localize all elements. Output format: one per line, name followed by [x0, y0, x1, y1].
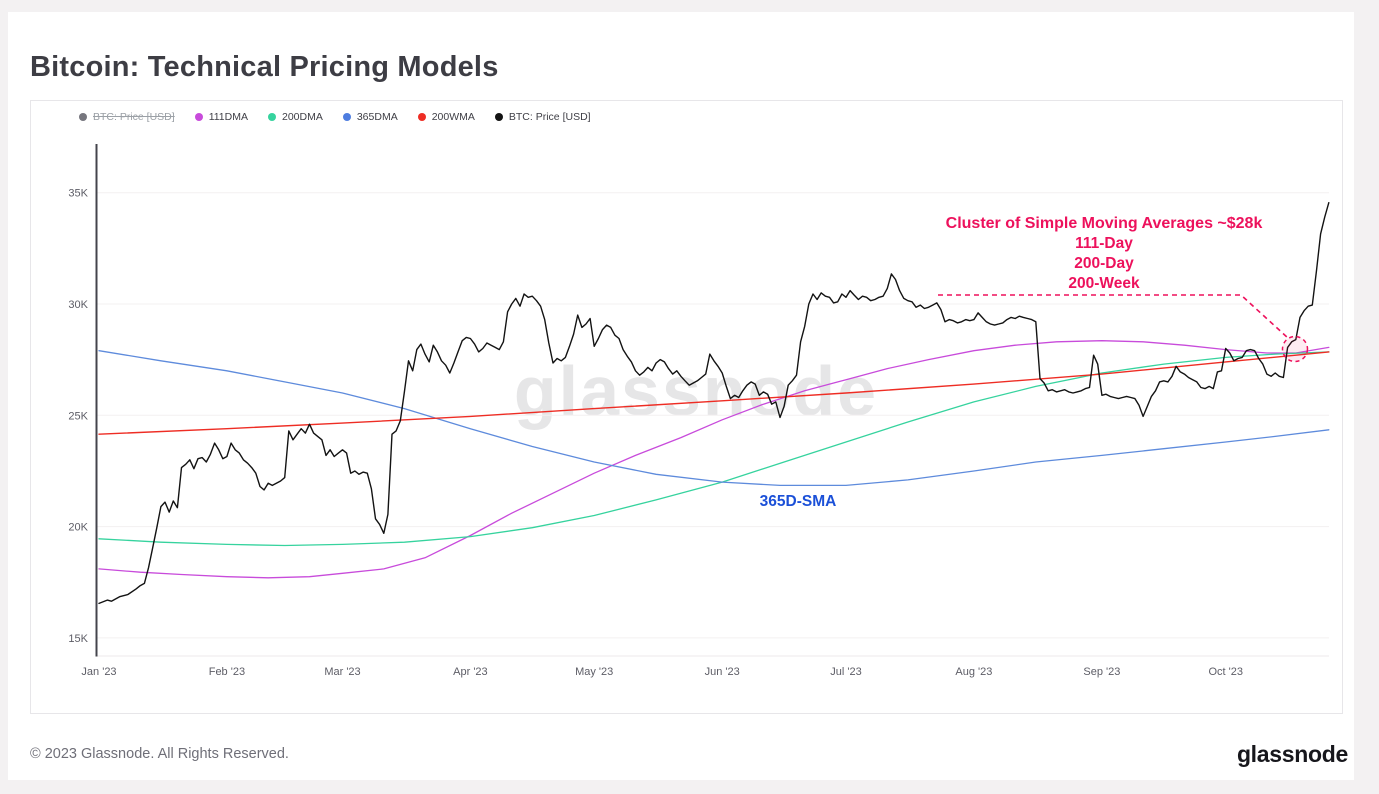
- cluster-highlight-circle: [1281, 335, 1309, 363]
- y-tick-label: 35K: [68, 188, 88, 200]
- legend-label: BTC: Price [USD]: [508, 111, 591, 123]
- legend-dot-icon: [342, 113, 351, 121]
- legend-dot-icon: [267, 113, 276, 121]
- cluster-annotation-title: Cluster of Simple Moving Averages ~$28k: [945, 215, 1263, 232]
- chart-card: BTC: Price [USD] 111DMA 200DMA 365DMA 200WMA…: [30, 100, 1343, 714]
- x-tick-label: May '23: [575, 666, 613, 678]
- legend-item-btc-price-usd-[interactable]: BTC: Price [USD]: [494, 111, 591, 123]
- x-tick-label: Aug '23: [955, 666, 992, 678]
- series-line-111dma: [98, 340, 1330, 579]
- x-tick-label: Feb '23: [209, 666, 245, 678]
- x-tick-label: Jan '23: [81, 666, 116, 678]
- cluster-annotation-line: 200-Day: [1074, 255, 1134, 272]
- cluster-annotation: Cluster of Simple Moving Averages ~$28k …: [834, 214, 1374, 294]
- legend-label: BTC: Price [USD]: [93, 111, 175, 123]
- legend-label: 111DMA: [208, 111, 248, 123]
- legend-label: 365DMA: [356, 111, 398, 123]
- x-tick-label: Oct '23: [1208, 666, 1243, 678]
- legend-label: 200WMA: [431, 111, 475, 123]
- x-tick-label: Jul '23: [830, 666, 861, 678]
- y-tick-label: 25K: [68, 410, 88, 422]
- cluster-annotation-line: 111-Day: [1075, 235, 1133, 252]
- chart-legend: BTC: Price [USD] 111DMA 200DMA 365DMA 200WMA…: [79, 111, 591, 123]
- price-chart[interactable]: 15K 20K 25K 30K 35K Jan '23 Feb '23 Mar '23 Apr …: [31, 101, 1342, 713]
- y-tick-label: 30K: [68, 299, 88, 311]
- cluster-annotation-line: 200-Week: [1068, 275, 1140, 292]
- legend-dot-icon: [79, 113, 87, 121]
- page-footer: © 2023 Glassnode. All Rights Reserved. g…: [30, 736, 1348, 772]
- x-tick-label: Sep '23: [1083, 666, 1120, 678]
- y-tick-label: 20K: [68, 522, 88, 534]
- glassnode-watermark: glassnode: [513, 352, 879, 430]
- legend-dot-icon: [194, 113, 203, 121]
- series-line-200dma: [98, 351, 1330, 547]
- page-title: Bitcoin: Technical Pricing Models: [30, 51, 499, 84]
- legend-item-365dma[interactable]: 365DMA: [342, 111, 398, 123]
- y-tick-label: 15K: [68, 633, 88, 645]
- legend-item-btc-price-usd-[interactable]: BTC: Price [USD]: [79, 111, 175, 123]
- legend-dot-icon: [494, 113, 503, 121]
- series-line-btc-price-usd-: [98, 201, 1330, 605]
- series-line-365dma: [98, 350, 1330, 487]
- legend-item-111dma[interactable]: 111DMA: [194, 111, 248, 123]
- x-tick-label: Apr '23: [453, 666, 488, 678]
- content-area: Bitcoin: Technical Pricing Models BTC: P…: [8, 12, 1354, 780]
- legend-item-200dma[interactable]: 200DMA: [267, 111, 323, 123]
- legend-label: 200DMA: [281, 111, 323, 123]
- x-tick-label: Mar '23: [324, 666, 360, 678]
- legend-dot-icon: [417, 113, 426, 121]
- copyright-text: © 2023 Glassnode. All Rights Reserved.: [30, 746, 289, 762]
- series-line-200wma: [98, 351, 1330, 435]
- legend-item-200wma[interactable]: 200WMA: [417, 111, 475, 123]
- x-tick-label: Jun '23: [705, 666, 740, 678]
- cluster-connector-line: [938, 294, 1289, 339]
- glassnode-logo: glassnode: [1236, 740, 1348, 767]
- sma-365d-label: 365D-SMA: [759, 493, 837, 510]
